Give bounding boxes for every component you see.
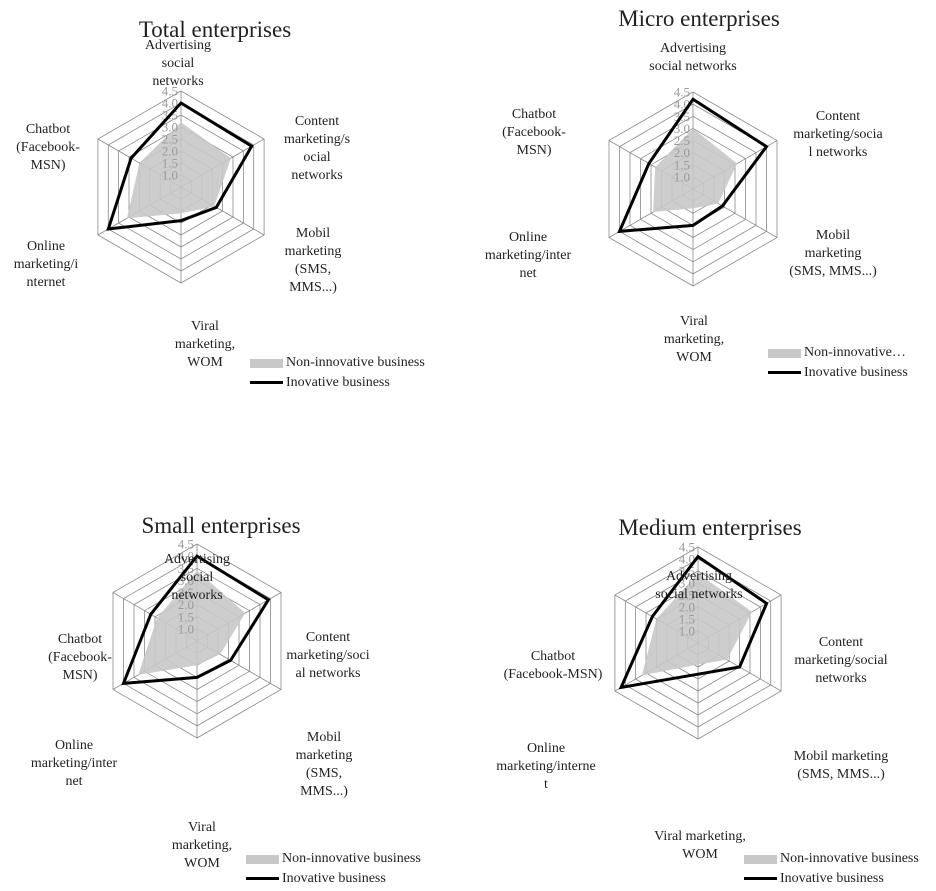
tick-label: 2.5 bbox=[679, 588, 695, 603]
axis-label-advertising: Advertising social networks bbox=[163, 552, 231, 603]
axis-label-viral-marketing: Viral marketing, WOM bbox=[174, 319, 236, 370]
axis-label-online-marketing: Online marketing/interne t bbox=[496, 741, 596, 792]
axis-label-chatbot: Chatbot (Facebook- MSN) bbox=[502, 107, 566, 158]
tick-label: 2.0 bbox=[162, 144, 178, 159]
legend-swatch-innovative bbox=[768, 371, 801, 374]
tick-label: 4.5 bbox=[162, 84, 178, 99]
legend-label-innovative: Inovative business bbox=[286, 375, 390, 390]
chart-title: Total enterprises bbox=[138, 17, 292, 42]
axis-label-content-marketing: Content marketing/soci al networks bbox=[286, 630, 370, 681]
axis-label-viral-marketing: Viral marketing, WOM bbox=[663, 314, 725, 365]
tick-label: 1.5 bbox=[178, 609, 194, 624]
tick-label: 4.5 bbox=[674, 85, 690, 100]
tick-label: 2.5 bbox=[674, 133, 690, 148]
tick-label: 1.0 bbox=[178, 621, 194, 636]
chart-title: Micro enterprises bbox=[618, 6, 780, 31]
axis-label-mobil-marketing: Mobil marketing (SMS, MMS...) bbox=[284, 226, 342, 295]
radar-svg: 1.01.52.02.53.03.54.04.5 bbox=[97, 84, 265, 284]
tick-label: 3.0 bbox=[674, 121, 690, 136]
axis-label-advertising: Advertising social networks bbox=[649, 41, 737, 74]
legend-label-non-innovative: Non-innovative business bbox=[282, 851, 421, 866]
radar-chart-micro: 1.0 1.5 2.0 2.5 3.0 3.5 4.0 4.5 Micro enterpris… bbox=[468, 0, 936, 445]
series-non-innovative-area bbox=[138, 570, 246, 675]
radar-chart-small: 1.0 1.5 2.0 2.5 3.0 3.5 4.0 4.5 Small enterpris… bbox=[0, 446, 468, 891]
tick-label: 4.0 bbox=[162, 96, 178, 111]
radar-svg: 1.01.52.02.53.03.54.04.5 bbox=[614, 540, 782, 740]
chart-title: Small enterprises bbox=[141, 513, 301, 538]
axis-label-advertising: Advertising social networks bbox=[655, 569, 743, 602]
axis-label-chatbot: Chatbot (Facebook-MSN) bbox=[503, 649, 603, 682]
axis-label-advertising: Advertising social networks bbox=[144, 38, 212, 89]
legend-swatch-non-innovative bbox=[250, 359, 283, 368]
axis-label-online-marketing: Online marketing/inter net bbox=[30, 738, 118, 789]
legend-swatch-non-innovative bbox=[744, 855, 777, 864]
tick-label: 1.0 bbox=[674, 169, 690, 184]
tick-label: 3.0 bbox=[679, 576, 695, 591]
axis-label-mobil-marketing: Mobil marketing (SMS, MMS...) bbox=[295, 730, 353, 799]
series-innovative-line bbox=[618, 554, 769, 690]
series-innovative-line bbox=[617, 97, 769, 234]
axis-label-content-marketing: Content marketing/social networks bbox=[794, 635, 888, 686]
axis-label-content-marketing: Content marketing/socia l networks bbox=[793, 109, 883, 160]
legend-swatch-non-innovative bbox=[246, 855, 279, 864]
series-non-innovative-area bbox=[641, 573, 752, 676]
axis-label-content-marketing: Content marketing/s ocial networks bbox=[283, 114, 351, 183]
legend-label-innovative: Inovative business bbox=[282, 871, 386, 886]
tick-label: 2.0 bbox=[674, 145, 690, 160]
radar-svg: 1.01.52.02.53.03.54.04.5 bbox=[608, 85, 778, 287]
tick-label: 2.5 bbox=[178, 585, 194, 600]
tick-label: 3.0 bbox=[162, 120, 178, 135]
legend-swatch-innovative bbox=[744, 877, 777, 880]
series-non-innovative-area bbox=[653, 128, 738, 212]
legend-label-non-innovative: Non-innovative… bbox=[804, 345, 906, 360]
legend-swatch-innovative bbox=[250, 381, 283, 384]
tick-label: 1.5 bbox=[674, 157, 690, 172]
legend-label-non-innovative: Non-innovative business bbox=[286, 355, 425, 370]
tick-label: 4.0 bbox=[679, 552, 695, 567]
series-non-innovative-area bbox=[127, 122, 231, 219]
tick-label: 1.0 bbox=[679, 624, 695, 639]
series-innovative-line bbox=[121, 554, 271, 686]
tick-label: 2.0 bbox=[679, 600, 695, 615]
radar-chart-total: 1.0 1.5 2.0 2.5 3.0 3.5 4.0 4.5 Total enterpris… bbox=[0, 0, 468, 445]
radar-chart-medium: 1.0 1.5 2.0 2.5 3.0 3.5 4.0 4.5 Medium enterpri… bbox=[468, 446, 936, 891]
series-innovative-line bbox=[106, 101, 254, 231]
legend-swatch-innovative bbox=[246, 877, 279, 880]
tick-label: 2.0 bbox=[178, 597, 194, 612]
legend-swatch-non-innovative bbox=[768, 349, 801, 358]
axis-label-chatbot: Chatbot (Facebook- MSN) bbox=[48, 632, 112, 683]
tick-label: 1.5 bbox=[162, 156, 178, 171]
axis-label-mobil-marketing: Mobil marketing (SMS, MMS...) bbox=[793, 749, 889, 782]
chart-title: Medium enterprises bbox=[618, 515, 802, 540]
axis-label-viral-marketing: Viral marketing, WOM bbox=[654, 829, 746, 862]
radar-svg: 1.01.52.02.53.03.54.04.5 bbox=[112, 537, 282, 739]
tick-label: 4.5 bbox=[679, 540, 695, 555]
legend-label-innovative: Inovative business bbox=[780, 871, 884, 886]
axis-label-mobil-marketing: Mobil marketing (SMS, MMS...) bbox=[789, 228, 877, 279]
axis-label-viral-marketing: Viral marketing, WOM bbox=[171, 820, 233, 871]
legend-label-non-innovative: Non-innovative business bbox=[780, 851, 919, 866]
tick-label: 1.5 bbox=[679, 612, 695, 627]
tick-label: 4.5 bbox=[178, 537, 194, 552]
tick-label: 2.5 bbox=[162, 132, 178, 147]
axis-label-chatbot: Chatbot (Facebook- MSN) bbox=[16, 122, 80, 173]
axis-label-online-marketing: Online marketing/inter net bbox=[484, 230, 572, 281]
tick-label: 4.0 bbox=[178, 549, 194, 564]
legend-label-innovative: Inovative business bbox=[804, 365, 908, 380]
axis-label-online-marketing: Online marketing/i nternet bbox=[13, 239, 79, 290]
tick-label: 1.0 bbox=[162, 168, 178, 183]
